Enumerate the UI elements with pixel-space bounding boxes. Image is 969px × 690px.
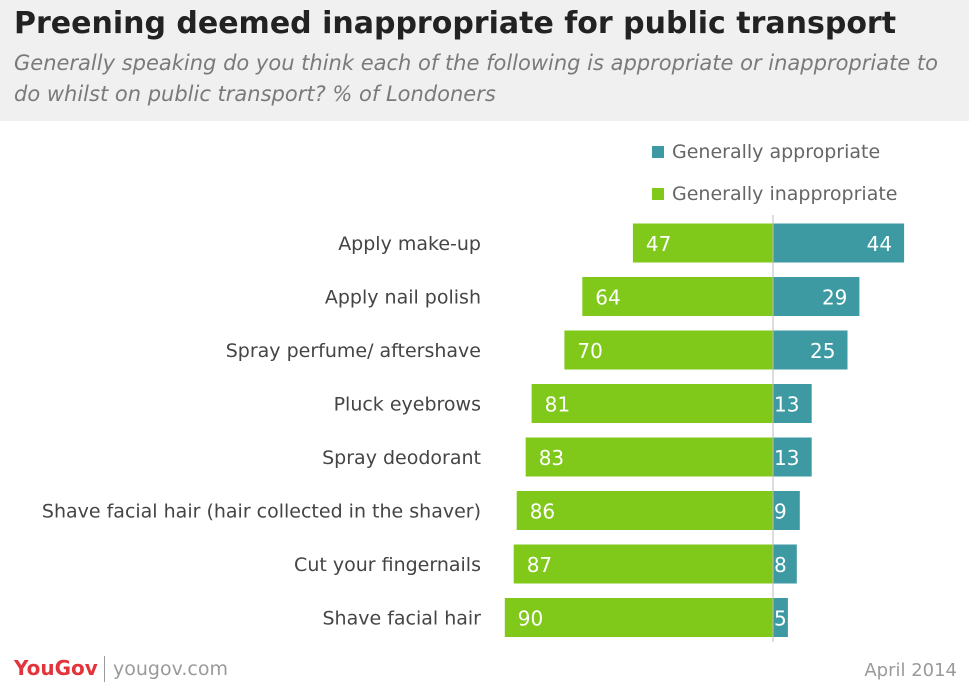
value-label-appropriate: 25 <box>810 339 835 363</box>
category-label: Shave facial hair <box>322 608 481 630</box>
legend-item-appropriate: Generally appropriate <box>652 139 880 165</box>
bar-appropriate <box>773 384 812 423</box>
legend-label-inappropriate: Generally inappropriate <box>672 183 898 205</box>
bar-inappropriate <box>632 223 773 263</box>
bar-appropriate <box>773 437 812 477</box>
legend-swatch-inappropriate <box>652 188 664 200</box>
value-label-inappropriate: 90 <box>518 607 543 631</box>
value-label-inappropriate: 83 <box>539 446 564 470</box>
bar-inappropriate <box>516 491 773 530</box>
category-label: Apply make-up <box>338 233 481 255</box>
legend-swatch-appropriate <box>652 146 664 158</box>
category-label: Apply nail polish <box>325 287 481 309</box>
header-band: Preening deemed inappropriate for public… <box>0 0 969 121</box>
bar-inappropriate <box>525 437 773 477</box>
value-label-appropriate: 29 <box>822 286 847 310</box>
bar-inappropriate <box>582 277 773 316</box>
category-label: Pluck eyebrows <box>334 394 481 416</box>
value-label-inappropriate: 70 <box>577 339 602 363</box>
category-label: Spray perfume/ aftershave <box>226 340 481 362</box>
bar-inappropriate <box>504 598 773 637</box>
bar-inappropriate <box>564 330 773 370</box>
value-label-appropriate: 5 <box>774 607 787 631</box>
chart-title: Preening deemed inappropriate for public… <box>14 6 897 41</box>
category-label: Shave facial hair (hair collected in the… <box>42 501 481 523</box>
chart-subtitle: Generally speaking do you think each of … <box>14 51 939 106</box>
value-label-appropriate: 8 <box>774 553 787 577</box>
category-label: Cut your fingernails <box>294 554 481 576</box>
footer-separator <box>104 656 105 682</box>
value-label-inappropriate: 64 <box>595 286 620 310</box>
value-label-inappropriate: 87 <box>527 553 552 577</box>
footer-site-link[interactable]: yougov.com <box>113 658 228 680</box>
value-label-appropriate: 9 <box>774 500 787 524</box>
value-label-inappropriate: 81 <box>545 393 570 417</box>
category-label: Spray deodorant <box>322 447 481 469</box>
value-label-inappropriate: 47 <box>646 232 671 256</box>
bar-appropriate <box>773 223 905 263</box>
yougov-logo: YouGov <box>14 656 98 680</box>
value-label-appropriate: 13 <box>774 446 799 470</box>
value-label-inappropriate: 86 <box>530 500 555 524</box>
footer-date: April 2014 <box>864 660 957 681</box>
bar-appropriate <box>773 598 788 637</box>
bar-appropriate <box>773 277 860 316</box>
bar-appropriate <box>773 330 848 370</box>
legend-label-appropriate: Generally appropriate <box>672 141 881 163</box>
bar-appropriate <box>773 544 797 584</box>
bar-inappropriate <box>531 384 773 423</box>
legend-item-inappropriate: Generally inappropriate <box>652 181 897 207</box>
value-label-appropriate: 13 <box>774 393 799 417</box>
value-label-appropriate: 44 <box>867 232 892 256</box>
bar-appropriate <box>773 491 800 530</box>
bar-inappropriate <box>513 544 773 584</box>
